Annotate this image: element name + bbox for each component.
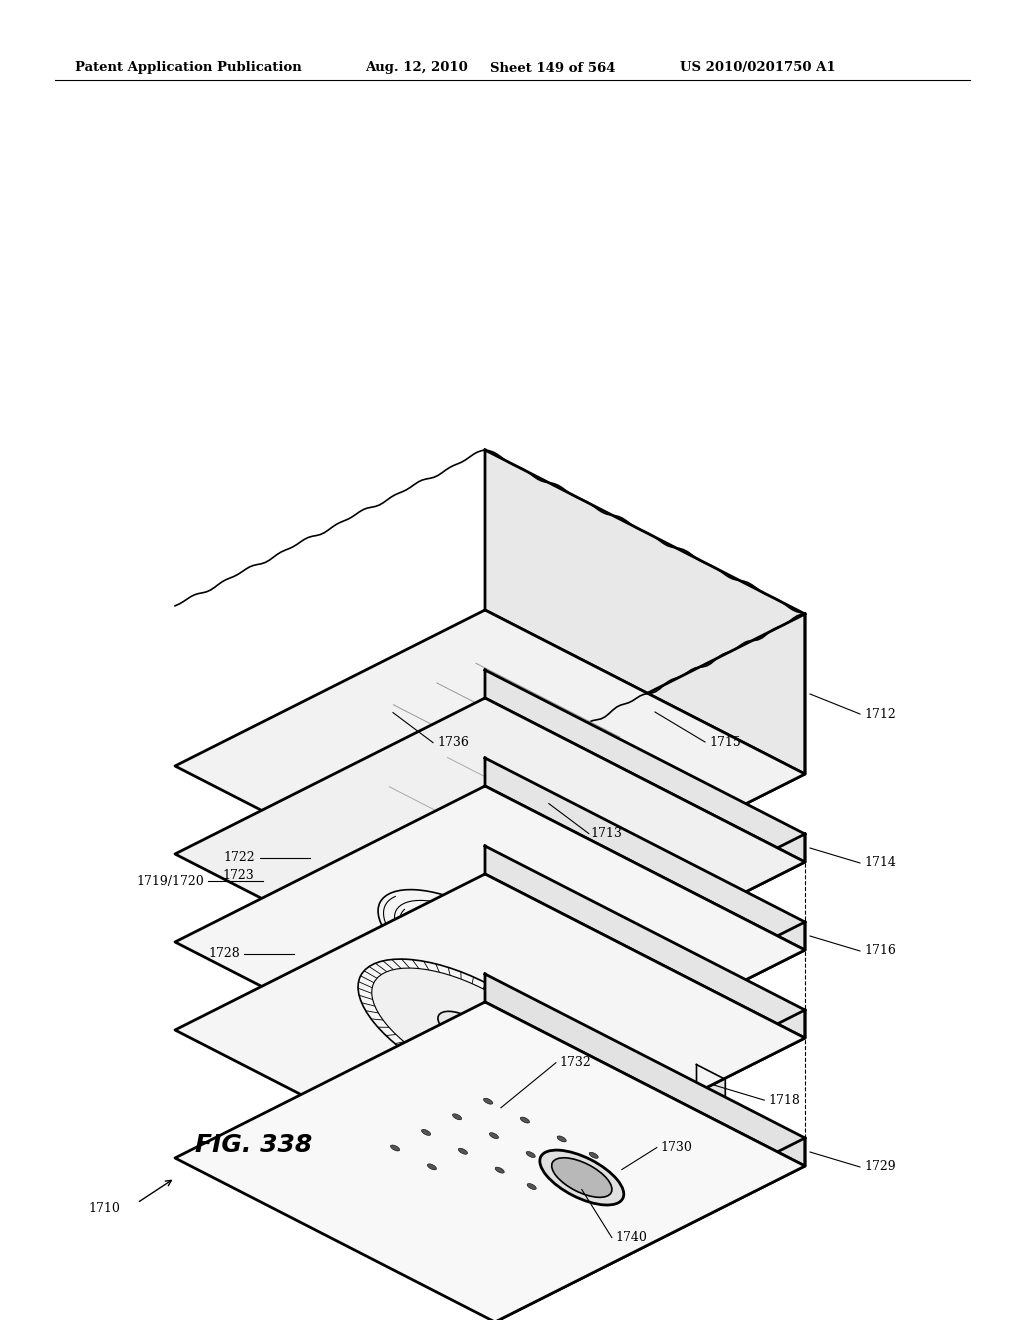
Ellipse shape [407, 968, 427, 981]
Text: 1740: 1740 [615, 1232, 647, 1243]
Ellipse shape [520, 1117, 529, 1123]
Ellipse shape [365, 964, 561, 1093]
Ellipse shape [483, 1098, 493, 1105]
Text: 1710: 1710 [88, 1201, 120, 1214]
Polygon shape [485, 974, 805, 1166]
Polygon shape [696, 1065, 725, 1107]
Text: 1729: 1729 [864, 1160, 896, 1173]
Text: 1728: 1728 [208, 948, 240, 960]
Polygon shape [175, 698, 805, 1018]
Polygon shape [485, 846, 805, 1038]
Text: 1725: 1725 [485, 1003, 515, 1016]
Ellipse shape [527, 1184, 537, 1189]
Polygon shape [495, 1010, 805, 1195]
Text: 1712: 1712 [864, 708, 896, 721]
Ellipse shape [589, 1152, 598, 1159]
Text: 1718: 1718 [768, 1094, 800, 1106]
Polygon shape [485, 758, 805, 950]
Polygon shape [485, 450, 805, 774]
Ellipse shape [390, 1144, 399, 1151]
Text: Aug. 12, 2010: Aug. 12, 2010 [365, 62, 468, 74]
Polygon shape [175, 874, 805, 1195]
Ellipse shape [452, 775, 556, 843]
Text: 1714: 1714 [864, 857, 896, 870]
Ellipse shape [558, 1168, 567, 1173]
Ellipse shape [513, 981, 559, 1010]
Ellipse shape [502, 972, 566, 1012]
Text: FIG. 338: FIG. 338 [195, 1133, 312, 1158]
Polygon shape [175, 1002, 805, 1320]
Polygon shape [495, 614, 805, 931]
Ellipse shape [459, 1148, 468, 1154]
Text: 1723: 1723 [223, 870, 255, 882]
Text: 1719/1720: 1719/1720 [136, 875, 204, 888]
Polygon shape [175, 610, 805, 931]
Text: 1736: 1736 [437, 737, 469, 750]
Ellipse shape [524, 989, 550, 1006]
Text: 1730: 1730 [660, 1140, 692, 1154]
Text: US 2010/0201750 A1: US 2010/0201750 A1 [680, 62, 836, 74]
Ellipse shape [372, 968, 554, 1088]
Ellipse shape [557, 1137, 566, 1142]
Ellipse shape [540, 1150, 624, 1205]
Ellipse shape [489, 1133, 499, 1139]
Ellipse shape [453, 1114, 462, 1119]
Ellipse shape [496, 1167, 504, 1173]
Text: 1713: 1713 [591, 828, 623, 840]
Text: 1732: 1732 [560, 1056, 592, 1069]
Text: 1726: 1726 [485, 1030, 515, 1043]
Ellipse shape [552, 1158, 612, 1197]
Text: 1716: 1716 [864, 945, 896, 957]
Polygon shape [485, 671, 805, 862]
Ellipse shape [438, 1011, 488, 1045]
Text: Patent Application Publication: Patent Application Publication [75, 62, 302, 74]
Polygon shape [495, 1138, 805, 1320]
Ellipse shape [422, 1130, 431, 1135]
Text: 1715: 1715 [709, 735, 740, 748]
Polygon shape [175, 785, 805, 1106]
Ellipse shape [427, 1164, 436, 1170]
Polygon shape [495, 921, 805, 1106]
Text: 1722: 1722 [224, 851, 256, 865]
Text: Sheet 149 of 564: Sheet 149 of 564 [490, 62, 615, 74]
Ellipse shape [526, 1151, 536, 1158]
Polygon shape [495, 834, 805, 1018]
Ellipse shape [473, 785, 539, 828]
